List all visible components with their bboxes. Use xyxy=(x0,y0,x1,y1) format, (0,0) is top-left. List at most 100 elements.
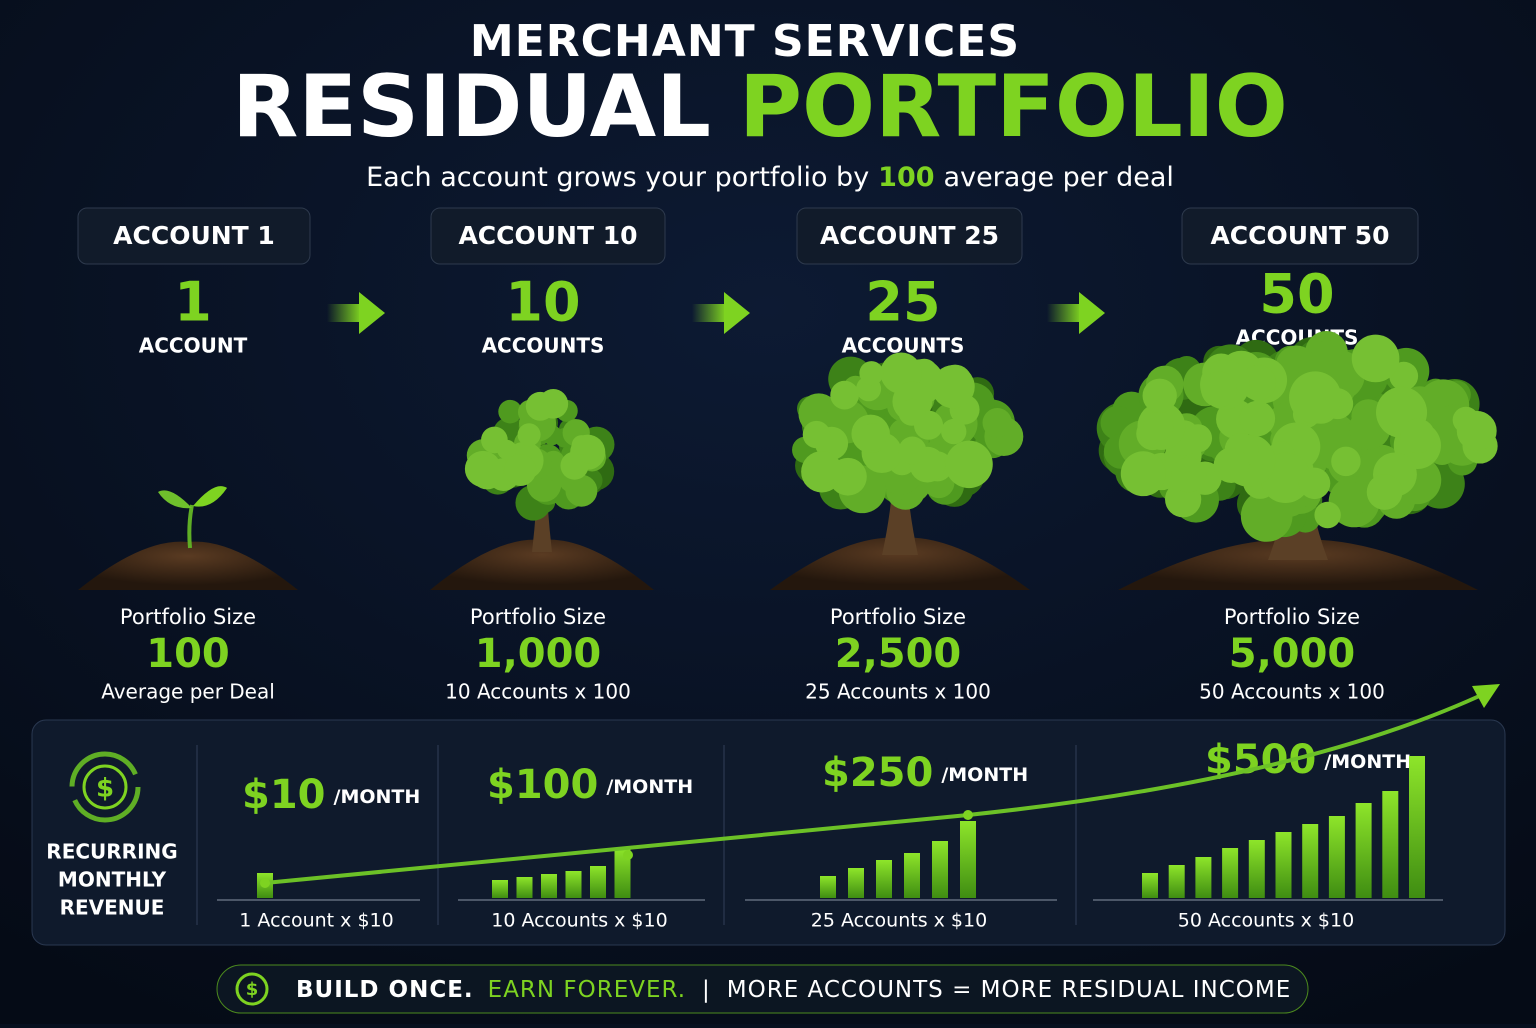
stage-tab xyxy=(430,207,666,265)
arrow-head xyxy=(724,292,750,334)
arrow-body xyxy=(692,304,726,322)
revenue-bar xyxy=(1195,857,1212,898)
leaf-cluster xyxy=(470,456,504,490)
leaf-cluster xyxy=(1201,371,1238,408)
footer-icon xyxy=(235,972,269,1006)
stage-tab xyxy=(796,207,1023,265)
soil xyxy=(1118,539,1478,590)
stage-tab-text: ACCOUNT 1 xyxy=(113,221,275,250)
leaf-cluster xyxy=(859,361,884,386)
revenue-bar xyxy=(1222,848,1239,898)
leaf-cluster xyxy=(565,474,598,507)
leaf-cluster xyxy=(931,365,975,409)
amount-unit: /MONTH xyxy=(606,776,693,798)
revenue-amount: $100/MONTH xyxy=(487,762,693,808)
amount-value: $10 xyxy=(242,772,326,818)
revenue-bar xyxy=(565,871,582,898)
leaf-cluster xyxy=(1289,371,1342,424)
leaf-cluster xyxy=(1240,490,1293,542)
revenue-label: REVENUE xyxy=(60,896,165,920)
soil xyxy=(430,539,654,590)
amount-value: $250 xyxy=(822,750,933,796)
size-note: 50 Accounts x 100 xyxy=(1199,680,1385,704)
leaf-cluster xyxy=(1143,410,1174,441)
revenue-bar xyxy=(876,860,892,898)
size-value: 2,500 xyxy=(835,631,962,677)
leaf-cluster xyxy=(571,435,592,456)
footer-text: BUILD ONCE. EARN FOREVER. | MORE ACCOUNTS =… xyxy=(296,977,1291,1003)
footer-separator: | xyxy=(702,977,711,1003)
leaf-cluster xyxy=(498,399,522,424)
footer-pill xyxy=(216,964,1309,1014)
revenue-label: MONTHLY xyxy=(58,868,167,892)
leaf-cluster xyxy=(982,408,1013,438)
revenue-bar xyxy=(1328,816,1345,898)
revenue-bar xyxy=(1302,824,1319,898)
stage-count-label: ACCOUNTS xyxy=(482,334,605,358)
amount-unit: /MONTH xyxy=(334,786,421,808)
subtitle-before: Each account grows your portfolio by xyxy=(366,162,869,193)
amount-unit: /MONTH xyxy=(941,764,1028,786)
revenue-bar xyxy=(1142,873,1158,898)
leaf-cluster xyxy=(1331,446,1361,477)
revenue-bar xyxy=(960,821,976,898)
revenue-bar xyxy=(848,868,864,898)
leaf-cluster xyxy=(1142,378,1177,413)
stage-arrow xyxy=(1047,292,1105,334)
leaf-cluster xyxy=(1120,451,1166,497)
stage-arrow xyxy=(327,292,385,334)
curve-dot xyxy=(260,878,270,888)
arrow-head xyxy=(359,292,385,334)
stage-count: 1 xyxy=(174,271,212,334)
leaf-cluster xyxy=(801,451,843,493)
size-note: 25 Accounts x 100 xyxy=(805,680,991,704)
stage-arrow xyxy=(692,292,750,334)
leaf-cluster xyxy=(1456,410,1497,451)
growth-arrowhead xyxy=(1472,684,1500,708)
revenue-bar xyxy=(541,874,557,898)
title-white: RESIDUAL xyxy=(232,57,711,157)
subtitle: Each account grows your portfolio by 100 a… xyxy=(366,162,1174,193)
leaf-cluster xyxy=(1400,418,1436,454)
revenue-bar xyxy=(516,877,533,898)
revenue-bar xyxy=(1355,803,1372,898)
revenue-bar xyxy=(1382,791,1399,898)
leaf-cluster xyxy=(859,423,887,451)
size-note: 10 Accounts x 100 xyxy=(445,680,631,704)
revenue-bar xyxy=(932,841,948,898)
stage-tab-text: ACCOUNT 10 xyxy=(458,221,637,250)
title: RESIDUAL PORTFOLIO xyxy=(232,57,1288,157)
revenue-bar xyxy=(614,848,631,898)
growth-curve xyxy=(264,690,1489,885)
revenue-bar xyxy=(590,866,606,898)
size-value: 5,000 xyxy=(1229,631,1356,677)
leaf-cluster xyxy=(945,440,993,489)
revenue-amount: $250/MONTH xyxy=(822,750,1028,796)
stage-tab xyxy=(77,207,311,265)
sprout-leaf xyxy=(193,486,227,507)
leaf-cluster xyxy=(1213,447,1250,483)
revenue-note: 25 Accounts x $10 xyxy=(811,910,987,932)
arrow-body xyxy=(327,304,361,322)
leaf-cluster xyxy=(802,420,831,449)
size-label: Portfolio Size xyxy=(120,605,256,629)
leaf-cluster xyxy=(1351,334,1400,383)
leaf-cluster xyxy=(1170,457,1207,493)
stage-count: 10 xyxy=(505,271,580,334)
revenue-icon-ring xyxy=(69,751,141,823)
soil xyxy=(78,541,298,590)
leaf-cluster xyxy=(504,454,537,487)
size-value: 1,000 xyxy=(475,631,602,677)
leaf-cluster xyxy=(898,436,927,465)
leaf-cluster xyxy=(1298,467,1331,500)
revenue-note: 10 Accounts x $10 xyxy=(491,910,667,932)
revenue-bar xyxy=(1248,840,1265,898)
leaf-cluster xyxy=(941,418,967,445)
arrow-body xyxy=(1047,304,1081,322)
size-label: Portfolio Size xyxy=(830,605,966,629)
stage-tab-text: ACCOUNT 50 xyxy=(1210,221,1389,250)
leaf-cluster xyxy=(1314,501,1341,529)
revenue-bar xyxy=(1275,832,1292,898)
leaf-cluster xyxy=(1240,365,1276,401)
leaf-cluster xyxy=(898,398,926,426)
